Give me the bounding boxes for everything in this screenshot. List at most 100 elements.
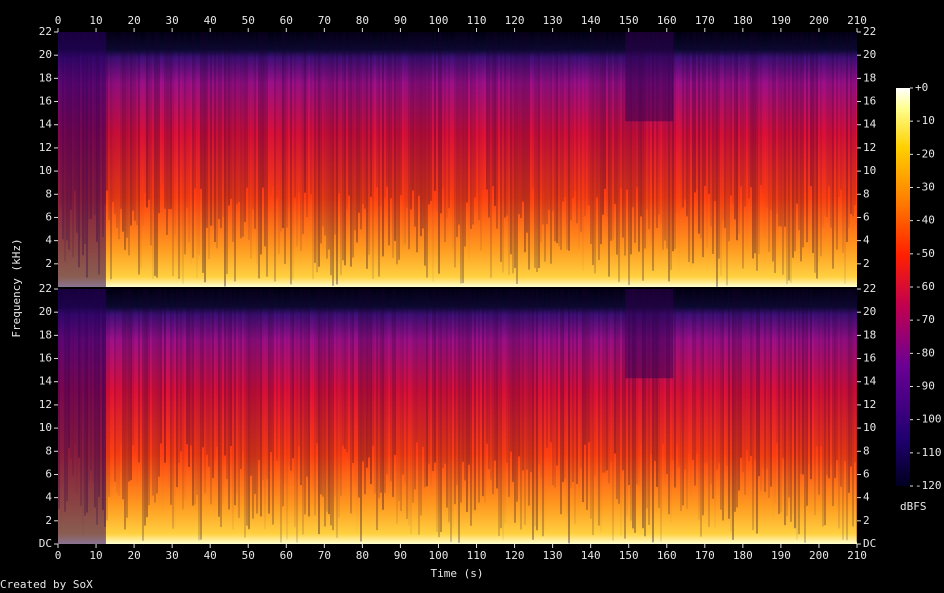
texture xyxy=(412,32,414,191)
texture xyxy=(454,289,456,505)
texture xyxy=(196,289,198,495)
colorbar-tick-label: -60 xyxy=(915,280,935,293)
x-tick-label: 30 xyxy=(166,14,179,27)
texture xyxy=(500,32,502,262)
texture xyxy=(176,289,178,488)
texture xyxy=(714,32,716,201)
texture xyxy=(648,32,650,230)
texture xyxy=(330,32,332,276)
texture xyxy=(534,32,536,268)
texture xyxy=(430,32,432,201)
texture xyxy=(718,289,720,464)
texture xyxy=(710,32,712,227)
texture xyxy=(758,289,760,477)
texture xyxy=(472,289,474,513)
texture xyxy=(586,289,588,510)
texture xyxy=(118,289,120,497)
texture xyxy=(620,289,622,537)
texture xyxy=(254,32,256,229)
texture xyxy=(304,289,306,515)
texture xyxy=(794,32,796,252)
texture xyxy=(222,32,224,217)
texture xyxy=(830,289,832,465)
texture xyxy=(198,32,200,256)
y-tick-label: 20 xyxy=(39,305,52,318)
texture xyxy=(408,32,410,250)
texture xyxy=(238,289,240,518)
quiet-section xyxy=(58,289,106,544)
texture xyxy=(714,289,716,528)
y-tick-label: 18 xyxy=(863,71,876,84)
texture xyxy=(380,289,382,493)
texture xyxy=(788,289,790,498)
texture xyxy=(636,289,638,485)
texture xyxy=(826,289,828,476)
texture xyxy=(846,32,848,243)
texture xyxy=(822,289,824,527)
texture xyxy=(856,289,858,542)
x-tick-label: 70 xyxy=(318,549,331,562)
texture xyxy=(688,32,690,263)
texture xyxy=(366,32,368,269)
x-tick-label: 160 xyxy=(657,14,677,27)
texture xyxy=(426,32,428,278)
texture xyxy=(838,289,840,529)
x-tick-label: 140 xyxy=(581,549,601,562)
texture xyxy=(192,289,194,506)
texture xyxy=(818,32,820,262)
texture xyxy=(786,289,788,517)
texture xyxy=(436,32,438,212)
texture xyxy=(290,32,292,285)
texture xyxy=(848,289,850,493)
x-tick-label: 20 xyxy=(127,549,140,562)
texture xyxy=(702,32,704,258)
texture xyxy=(740,289,742,458)
texture xyxy=(218,289,220,517)
texture xyxy=(520,289,522,530)
texture xyxy=(302,32,304,235)
texture xyxy=(628,32,630,286)
texture xyxy=(398,289,400,502)
texture xyxy=(656,289,658,487)
texture xyxy=(590,32,592,244)
texture xyxy=(242,32,244,237)
y-tick-label: 4 xyxy=(863,234,870,247)
texture xyxy=(340,289,342,496)
x-tick-label: 100 xyxy=(429,14,449,27)
texture xyxy=(630,32,632,255)
texture xyxy=(350,289,352,514)
texture xyxy=(700,32,702,239)
texture xyxy=(826,32,828,218)
texture xyxy=(562,32,564,202)
texture xyxy=(830,32,832,228)
texture xyxy=(346,32,348,210)
texture xyxy=(550,32,552,264)
texture xyxy=(512,289,514,482)
texture xyxy=(356,289,358,534)
texture xyxy=(616,289,618,500)
texture xyxy=(792,289,794,514)
texture xyxy=(376,289,378,531)
texture xyxy=(522,32,524,202)
x-tick-label: 110 xyxy=(467,549,487,562)
texture xyxy=(282,289,284,507)
texture xyxy=(658,289,660,508)
texture xyxy=(850,32,852,214)
texture xyxy=(728,32,730,242)
texture xyxy=(360,289,362,542)
texture xyxy=(488,32,490,218)
texture xyxy=(668,289,670,515)
texture xyxy=(336,289,338,538)
texture xyxy=(692,289,694,460)
texture xyxy=(648,289,650,525)
texture xyxy=(778,289,780,515)
texture xyxy=(128,32,130,256)
texture xyxy=(288,32,290,208)
texture xyxy=(426,289,428,487)
texture xyxy=(268,289,270,514)
colorbar-tick-label: -50 xyxy=(915,247,935,260)
texture xyxy=(820,32,822,257)
texture xyxy=(246,289,248,526)
texture xyxy=(140,32,142,269)
texture xyxy=(596,289,598,463)
